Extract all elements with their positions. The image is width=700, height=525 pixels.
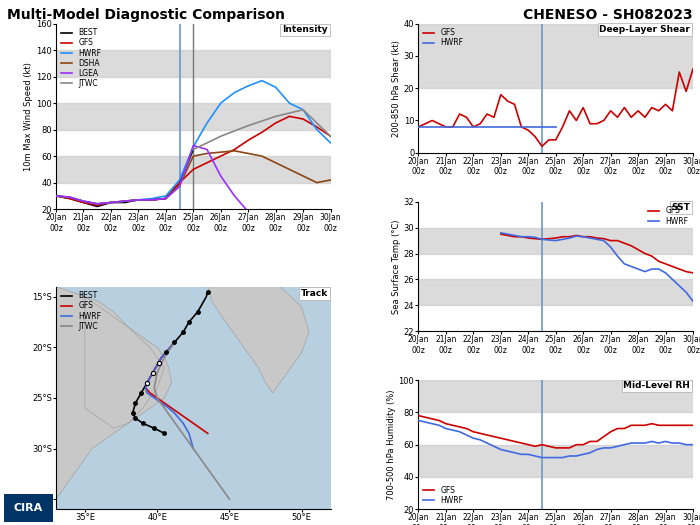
Legend: GFS, HWRF: GFS, HWRF xyxy=(421,483,466,507)
Text: Deep-Layer Shear: Deep-Layer Shear xyxy=(599,25,690,34)
Bar xyxy=(419,24,693,88)
Bar xyxy=(56,50,330,77)
Text: Track: Track xyxy=(300,289,328,298)
Legend: BEST, GFS, HWRF, JTWC: BEST, GFS, HWRF, JTWC xyxy=(58,289,104,333)
Y-axis label: Sea Surface Temp (°C): Sea Surface Temp (°C) xyxy=(392,219,401,313)
Text: Multi-Model Diagnostic Comparison: Multi-Model Diagnostic Comparison xyxy=(7,8,285,22)
Legend: BEST, GFS, HWRF, DSHA, LGEA, JTWC: BEST, GFS, HWRF, DSHA, LGEA, JTWC xyxy=(58,26,104,90)
Y-axis label: 200-850 hPa Shear (kt): 200-850 hPa Shear (kt) xyxy=(392,40,401,136)
Polygon shape xyxy=(85,297,164,428)
Legend: GFS, HWRF: GFS, HWRF xyxy=(645,204,691,228)
Text: CIRA: CIRA xyxy=(13,503,43,513)
Text: CHENESO - SH082023: CHENESO - SH082023 xyxy=(524,8,693,22)
Bar xyxy=(56,103,330,130)
Bar xyxy=(419,228,693,254)
Y-axis label: 10m Max Wind Speed (kt): 10m Max Wind Speed (kt) xyxy=(25,62,33,171)
Text: Intensity: Intensity xyxy=(282,26,328,35)
Bar xyxy=(419,380,693,412)
Y-axis label: 700-500 hPa Humidity (%): 700-500 hPa Humidity (%) xyxy=(386,390,395,500)
Bar xyxy=(419,279,693,305)
Polygon shape xyxy=(208,271,309,393)
Bar xyxy=(56,156,330,183)
Polygon shape xyxy=(56,287,172,499)
Text: SST: SST xyxy=(671,203,690,212)
Bar xyxy=(419,445,693,477)
Text: Mid-Level RH: Mid-Level RH xyxy=(624,381,690,391)
Legend: GFS, HWRF: GFS, HWRF xyxy=(421,26,466,50)
